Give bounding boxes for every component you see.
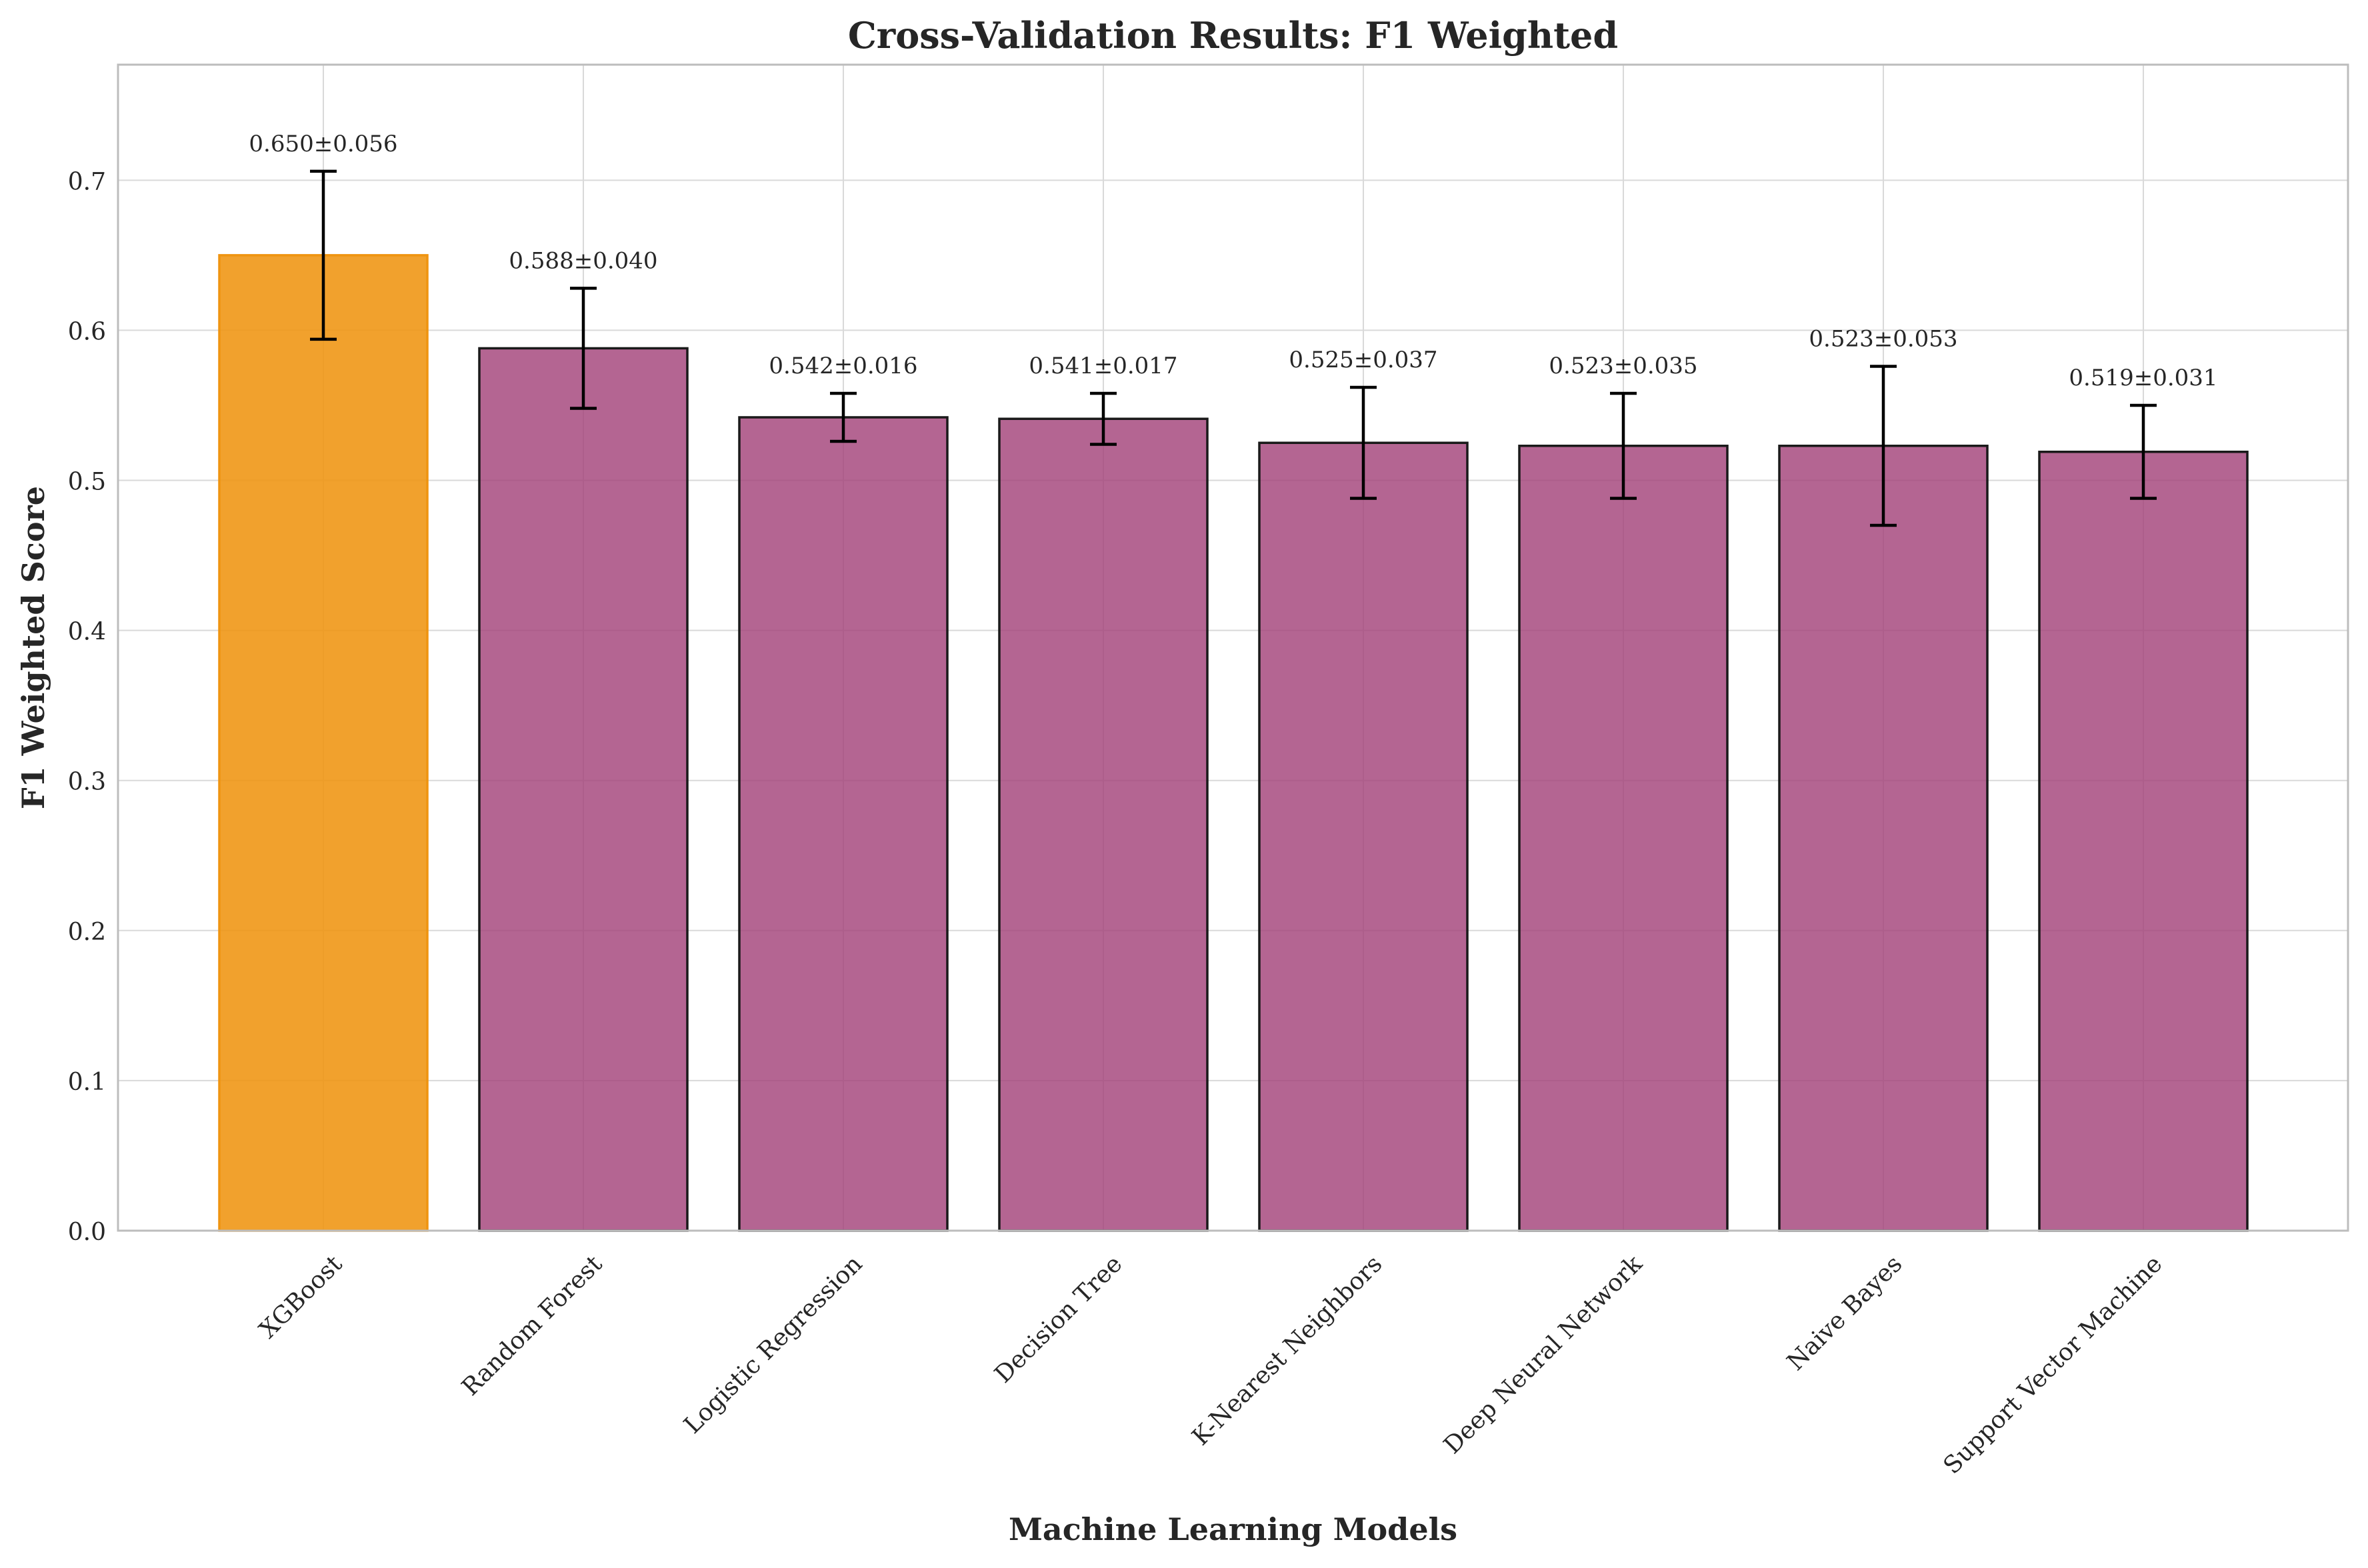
chart-title: Cross-Validation Results: F1 Weighted <box>848 14 1618 57</box>
y-tick-label: 0.1 <box>68 1069 106 1096</box>
bar-support-vector-machine <box>2038 450 2249 1232</box>
bar-xgboost <box>218 254 429 1232</box>
y-tick-label: 0.7 <box>68 168 106 195</box>
y-axis-label: F1 Weighted Score <box>15 486 51 809</box>
bar-naive-bayes <box>1778 444 1989 1232</box>
value-label: 0.523±0.035 <box>1549 353 1697 379</box>
y-tick-label: 0.5 <box>68 469 106 496</box>
data-labels: 0.650±0.056 0.588±0.040 0.542±0.016 0.541±0… <box>249 131 2217 391</box>
value-label: 0.519±0.031 <box>2069 365 2217 391</box>
bar-deep-neural-network <box>1518 444 1729 1232</box>
error-bar <box>830 391 857 443</box>
y-tick-label: 0.6 <box>68 318 106 345</box>
plot-frame <box>117 63 2349 1232</box>
value-label: 0.525±0.037 <box>1289 347 1437 373</box>
value-label: 0.541±0.017 <box>1029 353 1177 379</box>
error-bar <box>2130 403 2157 500</box>
value-label: 0.523±0.053 <box>1809 325 1957 352</box>
bar-k-nearest-neighbors <box>1258 441 1469 1232</box>
error-bar <box>1610 391 1637 500</box>
value-label: 0.588±0.040 <box>509 247 657 274</box>
y-tick-label: 0.4 <box>68 619 106 646</box>
bar-decision-tree <box>998 417 1209 1232</box>
bar-random-forest <box>478 347 689 1232</box>
bar-logistic-regression <box>738 416 949 1232</box>
error-bar <box>1870 365 1897 527</box>
value-label: 0.650±0.056 <box>249 131 397 157</box>
value-label: 0.542±0.016 <box>769 353 917 379</box>
error-bar <box>570 287 597 410</box>
y-tick-label: 0.3 <box>68 769 106 796</box>
error-bars <box>310 169 2157 527</box>
y-tick-label: 0.2 <box>68 919 106 946</box>
bars <box>218 254 2249 1232</box>
error-bar <box>1090 391 1117 446</box>
error-bar <box>1350 385 1377 500</box>
error-bar <box>310 169 337 341</box>
y-tick-label: 0.0 <box>68 1219 106 1246</box>
x-axis-label: Machine Learning Models <box>1009 1511 1457 1547</box>
